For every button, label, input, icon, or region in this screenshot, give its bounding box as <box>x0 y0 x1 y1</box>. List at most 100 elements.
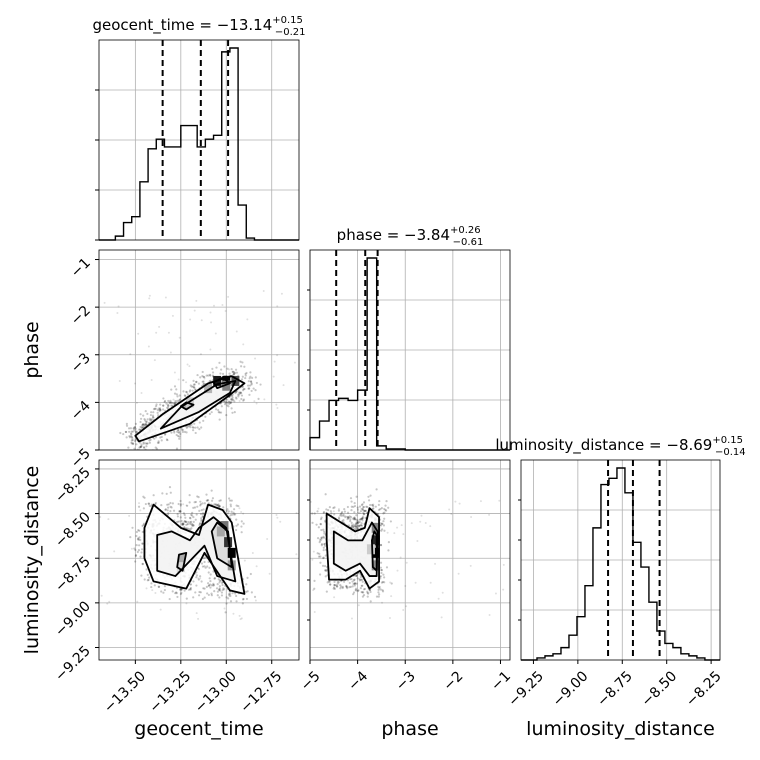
sample-point <box>228 497 231 500</box>
sample-point <box>390 595 393 598</box>
sample-point <box>137 529 140 532</box>
sample-point <box>212 304 215 307</box>
sample-point <box>250 382 253 385</box>
sample-point <box>337 509 341 512</box>
sample-point <box>207 584 210 587</box>
sample-point <box>333 583 336 587</box>
sample-point <box>498 499 501 502</box>
sample-point <box>361 503 364 506</box>
sample-point <box>131 430 134 433</box>
ytick-label-phase-3: −2 <box>68 303 94 329</box>
sample-point <box>234 368 238 371</box>
sample-point <box>244 374 247 377</box>
sample-point <box>245 583 248 586</box>
sample-point <box>140 426 143 429</box>
xtick-label-geocent_time-2: −13.00 <box>192 668 240 716</box>
sample-point <box>200 580 203 583</box>
sample-point <box>266 538 269 541</box>
sample-point <box>235 600 238 603</box>
sample-point <box>200 518 203 522</box>
sample-point <box>143 423 146 426</box>
sample-point <box>194 388 197 391</box>
xtick-label-luminosity_distance-4: −8.25 <box>683 668 725 710</box>
sample-point <box>405 605 408 608</box>
xtick-label-phase-3: −2 <box>441 668 467 694</box>
sample-point <box>218 587 221 590</box>
sample-point <box>185 381 188 384</box>
sample-point <box>167 407 170 410</box>
sample-point <box>366 505 369 509</box>
sample-point <box>324 575 327 578</box>
sample-point <box>149 413 152 417</box>
sample-point <box>185 520 188 523</box>
sample-point <box>184 394 187 398</box>
sample-point <box>177 431 180 434</box>
sample-point <box>224 611 227 614</box>
sample-point <box>142 441 145 444</box>
sample-point <box>323 543 326 546</box>
sample-point <box>167 506 170 509</box>
sample-point <box>200 426 203 429</box>
sample-point <box>320 544 323 547</box>
sample-point <box>340 512 343 515</box>
sample-point <box>117 305 120 308</box>
sample-point <box>217 410 220 414</box>
sample-point <box>144 422 148 426</box>
sample-point <box>159 403 162 406</box>
sample-point <box>142 507 145 510</box>
sample-point <box>179 503 183 506</box>
sample-point <box>233 508 236 511</box>
sample-point <box>182 503 185 506</box>
sample-point <box>189 583 192 586</box>
sample-point <box>437 597 440 600</box>
sample-point <box>337 516 341 519</box>
sample-point <box>128 434 131 438</box>
sample-point <box>357 511 360 514</box>
sample-point <box>203 560 206 564</box>
sample-point <box>359 518 362 521</box>
sample-point <box>140 548 144 551</box>
ytick-label-phase-2: −3 <box>68 350 94 376</box>
sample-point <box>223 607 226 610</box>
sample-point <box>139 538 142 542</box>
sample-point <box>210 594 213 597</box>
sample-point <box>252 387 255 390</box>
sample-point <box>238 393 241 396</box>
sample-point <box>146 579 149 582</box>
sample-point <box>502 588 505 591</box>
sample-point <box>153 359 156 362</box>
sample-point <box>320 542 324 546</box>
sample-point <box>212 583 215 587</box>
sample-point <box>201 502 204 505</box>
title-main: geocent_time = −13.14 <box>92 16 272 35</box>
sample-point <box>359 586 362 590</box>
sample-point <box>381 580 384 584</box>
sample-point <box>323 569 327 572</box>
sample-point <box>342 514 345 517</box>
sample-point <box>410 522 413 525</box>
sample-point <box>450 513 453 516</box>
sample-point <box>183 513 186 517</box>
sample-point <box>176 513 179 516</box>
sample-point <box>134 554 138 557</box>
sample-point <box>192 524 195 527</box>
sample-point <box>316 552 319 555</box>
sample-point <box>188 501 191 504</box>
sample-point <box>191 514 194 517</box>
sample-point <box>216 504 219 507</box>
sample-point <box>172 398 175 401</box>
sample-point <box>200 562 204 565</box>
sample-point <box>381 589 384 592</box>
contour-line-2 <box>210 521 233 569</box>
sample-point <box>194 426 197 429</box>
sample-point <box>372 504 375 508</box>
sample-point <box>259 383 262 386</box>
sample-point <box>364 509 368 512</box>
sample-point <box>168 401 171 404</box>
sample-point <box>195 612 198 615</box>
sample-point <box>279 520 282 523</box>
sample-point <box>367 592 370 595</box>
sample-point <box>153 437 156 440</box>
sample-point <box>367 495 370 498</box>
sample-point <box>193 506 197 509</box>
